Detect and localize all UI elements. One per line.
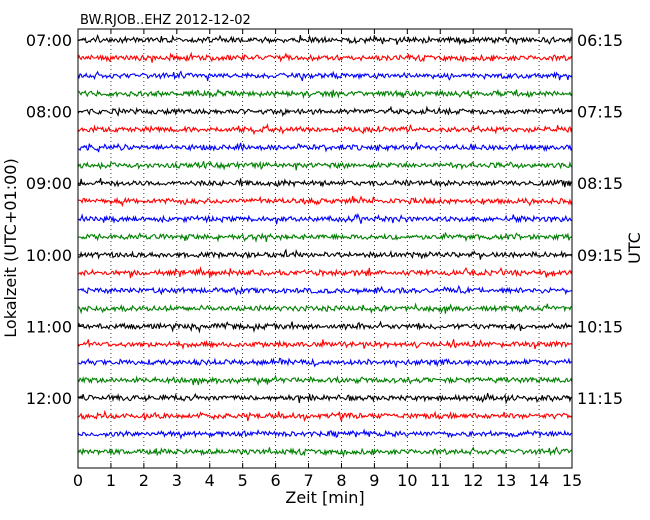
- y-axis-label-left: Lokalzeit (UTC+01:00): [1, 158, 20, 337]
- seismic-trace-line: [77, 266, 573, 279]
- seismic-trace-line: [77, 122, 573, 136]
- seismic-trace-line: [77, 33, 573, 46]
- seismic-trace-line: [77, 70, 573, 82]
- right-utc-labels: 06:15 07:15 08:15 09:15 10:15 11:15: [567, 31, 623, 408]
- x-tick-label: 12: [463, 471, 483, 490]
- seismic-trace-line: [77, 105, 573, 118]
- seismic-trace-line: [77, 320, 573, 334]
- x-tick-label: 15: [562, 471, 582, 490]
- seismic-trace-line: [77, 178, 573, 188]
- seismic-trace-line: [77, 446, 573, 458]
- left-hour-label: 12:00: [26, 389, 72, 408]
- seismic-trace-line: [77, 212, 573, 225]
- seismic-trace-line: [77, 160, 573, 171]
- left-hour-label: 08:00: [26, 103, 72, 122]
- seismic-trace-line: [77, 339, 573, 351]
- seismic-trace-line: [77, 88, 573, 100]
- seismic-trace-line: [77, 195, 573, 208]
- x-tick-label: 9: [369, 471, 379, 490]
- x-tick-label: 11: [430, 471, 450, 490]
- seismic-trace-line: [77, 51, 573, 63]
- seismic-trace-line: [77, 248, 573, 260]
- left-hour-label: 11:00: [26, 317, 72, 336]
- x-tick-label: 13: [496, 471, 516, 490]
- left-hour-label: 09:00: [26, 174, 72, 193]
- x-axis-ticks: 0 1 2 3 4 5 6 7 8 9 10 11 12 13 14 15: [73, 29, 582, 490]
- seismic-trace-line: [77, 357, 573, 369]
- x-tick-label: 1: [106, 471, 116, 490]
- seismic-trace-line: [77, 231, 573, 243]
- right-utc-label: 10:15: [577, 317, 623, 336]
- x-tick-label: 0: [73, 471, 83, 490]
- seismic-traces: [77, 33, 573, 458]
- x-tick-label: 8: [336, 471, 346, 490]
- chart-title: BW.RJOB..EHZ 2012-12-02: [80, 13, 251, 28]
- seismic-trace-line: [77, 374, 573, 387]
- left-hour-label: 07:00: [26, 31, 72, 50]
- seismic-trace-line: [77, 302, 572, 315]
- y-axis-label-right: UTC: [625, 232, 644, 264]
- seismic-trace-line: [77, 284, 573, 296]
- right-utc-label: 06:15: [577, 31, 623, 50]
- x-tick-label: 10: [397, 471, 417, 490]
- seismic-trace-line: [77, 392, 573, 405]
- seismic-trace-line: [78, 142, 573, 153]
- x-grid: [110, 29, 540, 468]
- x-tick-label: 2: [139, 471, 149, 490]
- left-hour-labels: 07:00 08:00 09:00 10:00 11:00 12:00: [26, 31, 83, 408]
- x-tick-label: 7: [303, 471, 313, 490]
- x-tick-label: 14: [529, 471, 549, 490]
- right-utc-label: 07:15: [577, 103, 623, 122]
- seismic-trace-line: [77, 409, 573, 423]
- right-utc-label: 08:15: [577, 174, 623, 193]
- x-tick-label: 5: [238, 471, 248, 490]
- right-utc-label: 09:15: [577, 246, 623, 265]
- right-utc-label: 11:15: [577, 389, 623, 408]
- seismic-trace-line: [77, 428, 573, 440]
- left-hour-label: 10:00: [26, 246, 72, 265]
- plot-frame: [77, 28, 573, 469]
- x-tick-label: 6: [271, 471, 281, 490]
- x-tick-label: 3: [172, 471, 182, 490]
- x-axis-label: Zeit [min]: [285, 488, 364, 507]
- x-tick-label: 4: [205, 471, 215, 490]
